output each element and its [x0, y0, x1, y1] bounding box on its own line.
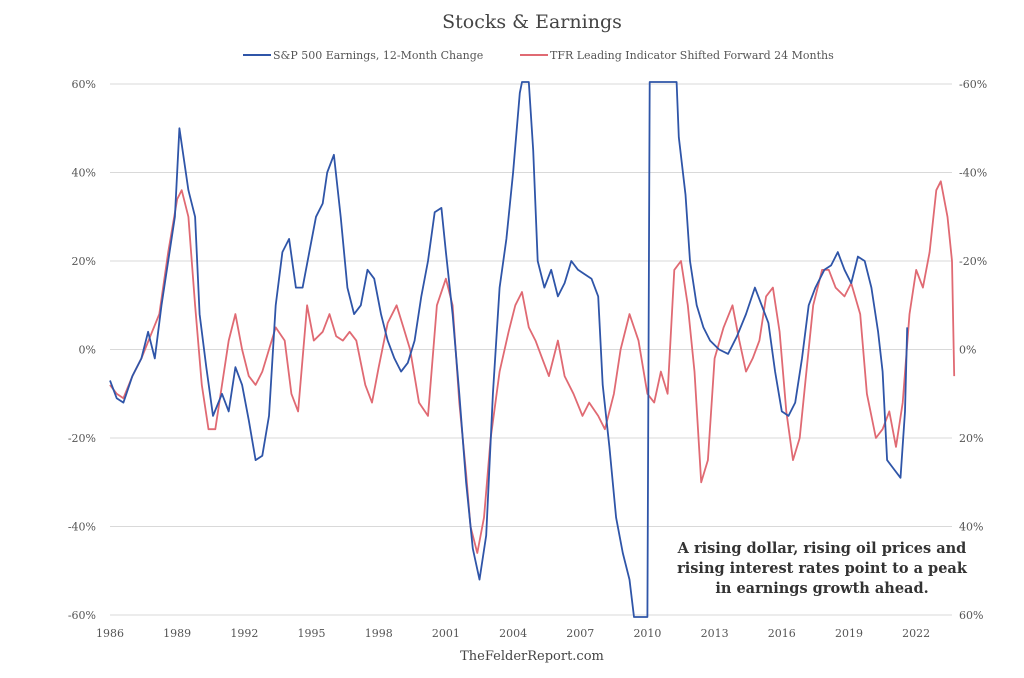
annotation: A rising dollar, rising oil prices and r…: [677, 540, 968, 597]
y-left-tick-label: 60%: [72, 78, 96, 91]
source-text: TheFelderReport.com: [460, 649, 604, 664]
grid: [110, 83, 952, 616]
y-right-tick-label: -60%: [959, 78, 987, 91]
x-tick-label: 2016: [768, 627, 796, 640]
y-left-tick-label: -40%: [68, 521, 96, 534]
x-tick-label: 1995: [298, 627, 326, 640]
y-left-tick-label: 40%: [72, 167, 96, 180]
x-tick-label: 2022: [902, 627, 930, 640]
y-left-tick-label: -20%: [68, 432, 96, 445]
x-tick-label: 2010: [633, 627, 661, 640]
x-tick-label: 1986: [96, 627, 124, 640]
x-tick-label: 2001: [432, 627, 460, 640]
x-tick-label: 2004: [499, 627, 527, 640]
legend-item-tfr: TFR Leading Indicator Shifted Forward 24…: [550, 49, 834, 62]
x-tick-label: 1992: [230, 627, 258, 640]
y-right-tick-label: 60%: [959, 609, 983, 622]
y-left-tick-label: 20%: [72, 255, 96, 268]
y-left-tick-label: 0%: [79, 344, 96, 357]
y-right-tick-label: -40%: [959, 167, 987, 180]
x-tick-label: 1989: [163, 627, 191, 640]
annotation-line-1: A rising dollar, rising oil prices and: [677, 540, 967, 557]
x-tick-label: 2007: [566, 627, 594, 640]
y-right-tick-label: -20%: [959, 255, 987, 268]
series-line-earnings: [109, 81, 909, 618]
legend-item-earnings: S&P 500 Earnings, 12-Month Change: [273, 49, 483, 62]
y-right-tick-label: 20%: [959, 432, 983, 445]
x-tick-label: 2013: [701, 627, 729, 640]
left-axis: 60% 40% 20% 0% -20% -40% -60%: [68, 78, 96, 622]
series-lines: [109, 81, 956, 618]
annotation-line-3: in earnings growth ahead.: [715, 580, 928, 597]
y-right-tick-label: 0%: [959, 344, 976, 357]
right-axis: -60% -40% -20% 0% 20% 40% 60%: [959, 78, 987, 622]
annotation-line-2: rising interest rates point to a peak: [677, 560, 968, 577]
x-tick-label: 2019: [835, 627, 863, 640]
series-line-tfr: [109, 180, 956, 554]
legend: S&P 500 Earnings, 12-Month Change TFR Lea…: [243, 49, 834, 62]
x-tick-label: 1998: [365, 627, 393, 640]
y-right-tick-label: 40%: [959, 521, 983, 534]
chart-title: Stocks & Earnings: [442, 11, 622, 33]
y-left-tick-label: -60%: [68, 609, 96, 622]
x-axis: 1986 1989 1992 1995 1998 2001 2004 2007 2010 2013…: [96, 627, 930, 640]
